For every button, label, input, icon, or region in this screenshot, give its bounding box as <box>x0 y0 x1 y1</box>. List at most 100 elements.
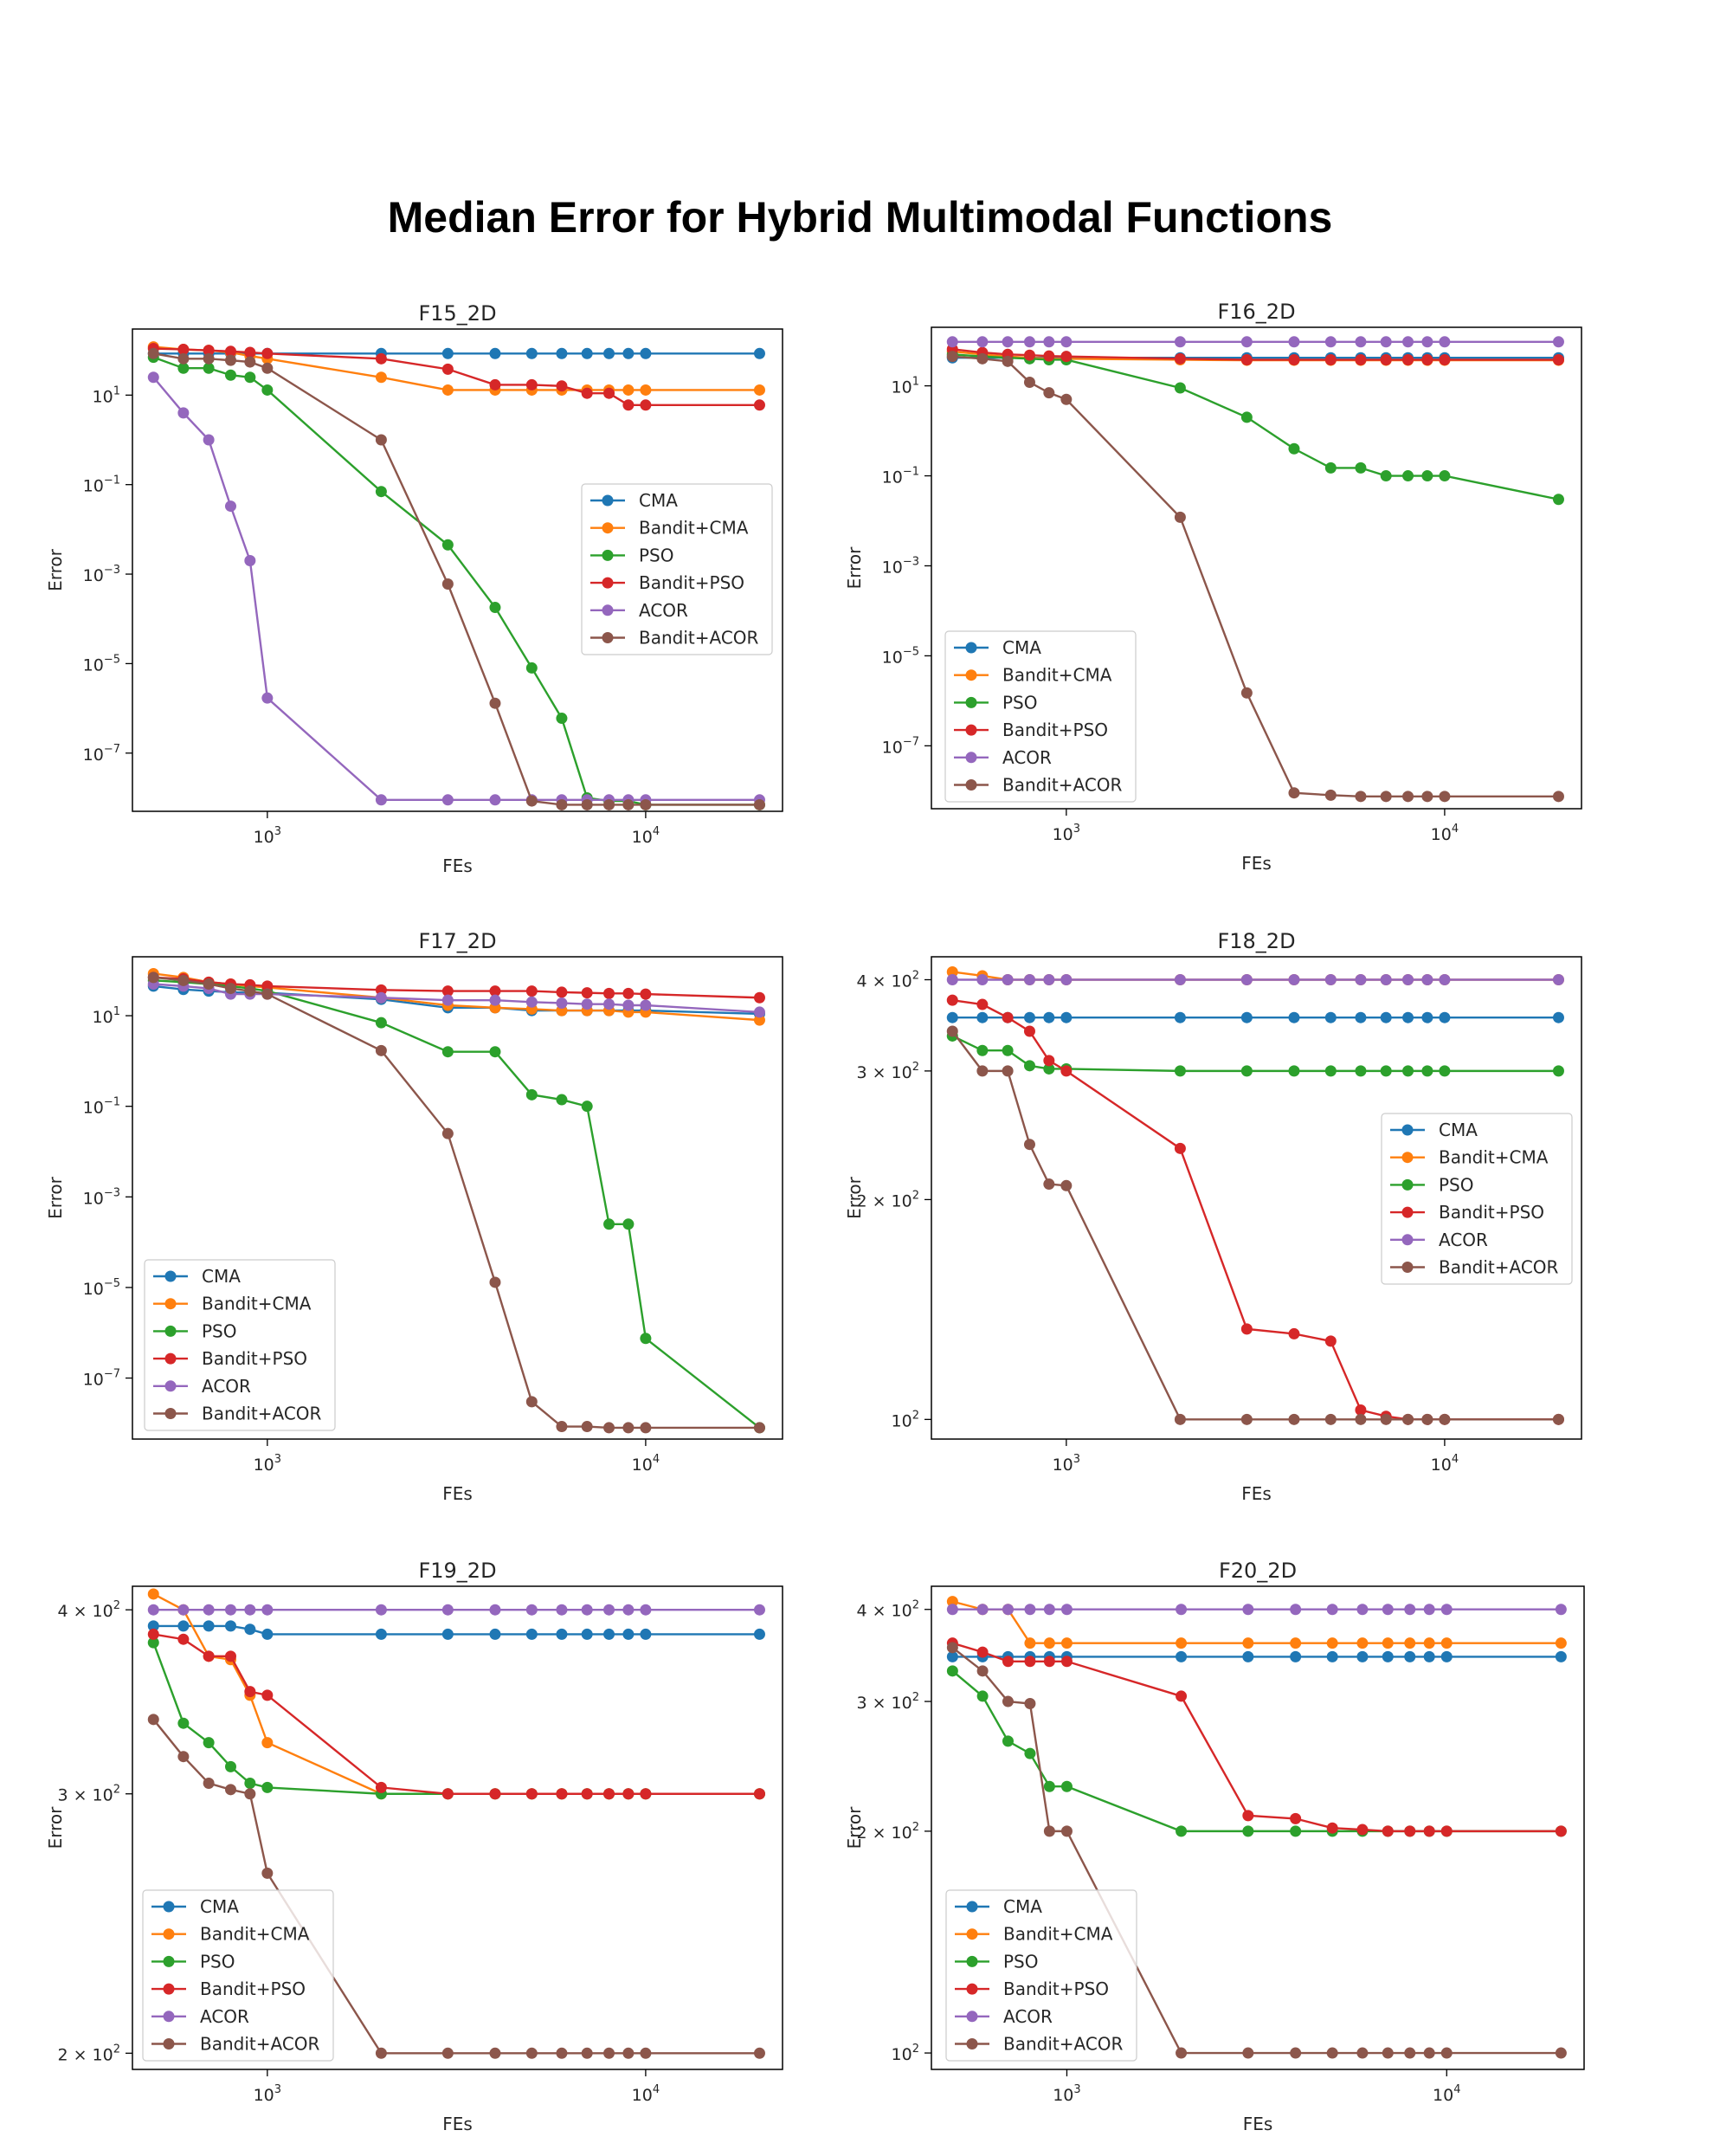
data-point <box>1043 1780 1055 1792</box>
data-point <box>640 798 652 810</box>
data-point <box>556 1094 568 1106</box>
data-point <box>1440 1604 1453 1616</box>
data-point <box>1174 382 1186 394</box>
series-line-pso <box>951 1669 1562 1833</box>
data-point <box>976 1690 989 1702</box>
data-point <box>525 985 538 997</box>
data-point <box>244 356 256 368</box>
data-point <box>581 387 593 399</box>
data-point <box>1552 494 1564 506</box>
data-point <box>525 662 538 674</box>
data-point <box>581 998 593 1010</box>
data-point <box>147 1620 159 1632</box>
y-tick-label: 4 × 102 <box>856 1599 919 1621</box>
data-point <box>244 371 256 384</box>
series-line-pso <box>952 353 1559 500</box>
legend-label: ACOR <box>200 2006 249 2027</box>
data-point <box>946 965 958 978</box>
data-point <box>244 346 256 358</box>
data-point <box>147 1628 159 1640</box>
legend-marker <box>164 1380 177 1392</box>
y-axis-label: Error <box>844 546 865 590</box>
data-point <box>1002 1011 1014 1023</box>
legend-label: Bandit+PSO <box>1003 1978 1109 1999</box>
data-point <box>1356 1637 1369 1649</box>
data-point <box>1240 1011 1253 1023</box>
data-point <box>1380 1011 1392 1023</box>
data-point <box>1355 336 1367 348</box>
data-point <box>1402 336 1414 348</box>
data-point <box>581 1604 593 1616</box>
data-point <box>640 1604 652 1616</box>
data-point <box>1356 1604 1369 1616</box>
series-line-acor <box>153 983 760 1014</box>
y-tick-label: 10−7 <box>882 735 919 757</box>
data-point <box>224 1620 236 1632</box>
y-tick-label: 10−5 <box>83 653 120 675</box>
data-point <box>224 500 236 513</box>
data-point <box>1023 1011 1035 1023</box>
legend-marker <box>164 1325 177 1337</box>
data-point <box>753 384 765 396</box>
legend-label: Bandit+CMA <box>1439 1147 1549 1168</box>
panel-title: F15_2D <box>418 301 496 326</box>
data-point <box>261 347 274 359</box>
data-point <box>1324 1011 1337 1023</box>
data-point <box>640 1333 652 1345</box>
data-point <box>1555 2047 1567 2059</box>
data-point <box>1176 2047 1188 2059</box>
series-line-acor <box>152 376 760 802</box>
data-point <box>1439 791 1451 803</box>
data-point <box>603 2047 615 2059</box>
data-point <box>603 347 615 359</box>
data-point <box>1023 973 1035 985</box>
data-point <box>1288 1413 1300 1425</box>
data-point <box>147 1714 159 1726</box>
data-point <box>1288 336 1300 348</box>
y-tick-label: 3 × 102 <box>856 1691 919 1713</box>
legend-marker <box>602 549 614 561</box>
data-point <box>753 2047 765 2059</box>
data-point <box>1176 1604 1188 1616</box>
data-point <box>581 798 593 810</box>
data-point <box>441 363 454 375</box>
data-point <box>1439 973 1451 985</box>
y-axis-label: Error <box>844 1176 865 1219</box>
data-point <box>1380 973 1392 985</box>
data-point <box>525 1628 538 1640</box>
data-point <box>1060 1656 1073 1668</box>
data-point <box>1060 1179 1073 1191</box>
data-point <box>946 1665 958 1677</box>
data-point <box>1043 387 1055 399</box>
data-point <box>622 1218 635 1230</box>
legend-marker <box>602 604 614 616</box>
x-tick-label: 104 <box>1431 1453 1459 1475</box>
data-point <box>1174 1011 1186 1023</box>
data-point <box>224 1604 236 1616</box>
data-point <box>1440 1637 1453 1649</box>
data-point <box>622 1604 635 1616</box>
data-point <box>1324 789 1337 801</box>
data-point <box>203 1620 215 1632</box>
data-point <box>556 2047 568 2059</box>
data-point <box>1288 1011 1300 1023</box>
data-point <box>640 988 652 1000</box>
panel-f16_2d: F16_2D 103 104 101 10−1 10−3 10−5 10−7 FEs Error C… <box>844 300 1582 874</box>
data-point <box>1174 511 1186 523</box>
data-point <box>1176 1637 1188 1649</box>
data-point <box>946 973 958 985</box>
data-point <box>976 352 989 365</box>
legend-marker <box>966 1955 978 1967</box>
data-point <box>556 713 568 725</box>
data-point <box>1324 353 1337 365</box>
data-point <box>603 1788 615 1800</box>
data-point <box>1439 1011 1451 1023</box>
series-group <box>147 1588 765 2059</box>
data-point <box>1043 336 1055 348</box>
legend-marker <box>602 577 614 589</box>
data-point <box>1356 1824 1369 1836</box>
data-point <box>177 362 190 374</box>
legend-label: PSO <box>1003 1951 1039 1972</box>
data-point <box>603 998 615 1010</box>
